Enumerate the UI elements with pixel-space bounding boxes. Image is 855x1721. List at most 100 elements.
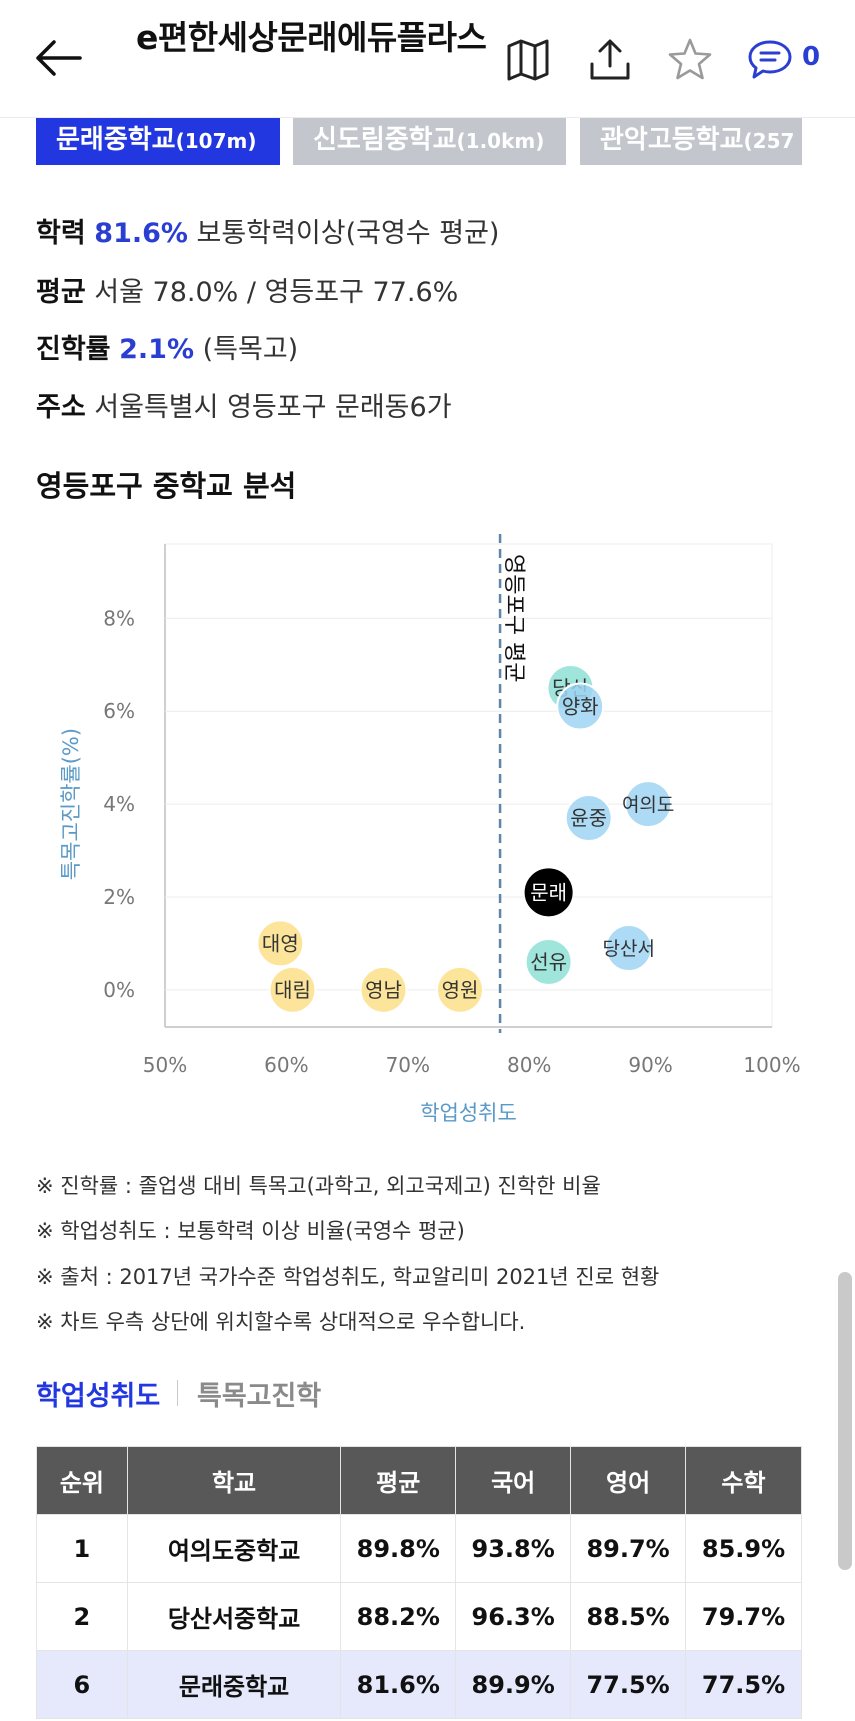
cell-rank: 2	[36, 1582, 128, 1651]
cell-math: 77.5%	[685, 1650, 802, 1719]
advance-desc: (특목고)	[202, 334, 299, 365]
star-icon[interactable]	[666, 36, 714, 84]
advance-value: 2.1%	[119, 334, 195, 365]
cell-english: 88.5%	[570, 1582, 687, 1651]
tab-divider	[177, 1380, 178, 1406]
cell-korean: 89.9%	[455, 1650, 572, 1719]
col-school: 학교	[126, 1446, 342, 1515]
share-icon[interactable]	[586, 36, 634, 84]
x-tick-label: 80%	[507, 1053, 551, 1077]
data-point-marker	[564, 794, 613, 843]
app-header: e편한세상문래에듀플라스 0	[0, 0, 855, 118]
x-tick-label: 100%	[743, 1053, 800, 1077]
info-key: 학력	[36, 218, 86, 249]
comment-icon[interactable]	[746, 36, 794, 84]
scrollbar[interactable]	[838, 1272, 852, 1570]
y-axis-label: 특목고진학률(%)	[59, 728, 83, 880]
data-point-label: 당산서	[603, 938, 655, 960]
data-point-label: 윤중	[570, 806, 607, 830]
school-tab-name: 관악고등학교	[600, 125, 744, 155]
note-chart-hint: ※ 차트 우측 상단에 위치할수록 상대적으로 우수합니다.	[36, 1310, 526, 1334]
plot-area	[164, 543, 773, 1028]
info-advance-rate: 진학률 2.1% (특목고)	[36, 327, 298, 366]
address-value: 서울특별시 영등포구 문래동6가	[94, 392, 452, 423]
table-header-row: 순위 학교 평균 국어 영어 수학	[36, 1446, 802, 1515]
scatter-chart: 0% 2% 4% 6% 8% 50% 60% 70% 80% 90% 100% 학업성취도 특목고진학률…	[59, 534, 801, 1125]
data-point-marker	[256, 919, 305, 968]
school-tab-munrae[interactable]: 문래중학교(107m)	[36, 118, 280, 165]
x-tick-label: 70%	[386, 1053, 430, 1077]
cell-rank: 6	[36, 1650, 128, 1719]
data-point-marker	[436, 965, 485, 1014]
school-tab-distance: (257	[743, 129, 795, 153]
cell-school: 여의도중학교	[126, 1514, 342, 1583]
school-tab-name: 신도림중학교	[313, 125, 457, 155]
x-tick-label: 50%	[143, 1053, 187, 1077]
y-tick-label: 6%	[103, 699, 135, 723]
school-tab-name: 문래중학교	[56, 125, 176, 155]
cell-math: 85.9%	[685, 1514, 802, 1583]
info-key: 주소	[36, 392, 86, 423]
x-tick-label: 60%	[264, 1053, 308, 1077]
data-point: 문래	[524, 868, 573, 917]
data-point: 대영	[256, 919, 305, 968]
reference-line-label: 영등포구 평균	[501, 554, 526, 682]
achievement-desc: 보통학력이상(국영수 평균)	[196, 218, 500, 249]
data-point: 선유	[524, 937, 573, 986]
col-rank: 순위	[36, 1446, 128, 1515]
cell-english: 77.5%	[570, 1650, 687, 1719]
data-point-marker	[556, 682, 605, 731]
data-point-label: 대림	[274, 978, 311, 1002]
data-point-marker	[524, 937, 573, 986]
cell-korean: 96.3%	[455, 1582, 572, 1651]
col-korean: 국어	[455, 1446, 572, 1515]
data-point: 윤중	[564, 794, 613, 843]
cell-korean: 93.8%	[455, 1514, 572, 1583]
cell-average: 81.6%	[340, 1650, 457, 1719]
section-title: 영등포구 중학교 분석	[36, 469, 297, 503]
cell-average: 88.2%	[340, 1582, 457, 1651]
school-tabs: 문래중학교(107m) 신도림중학교(1.0km) 관악고등학교(257	[0, 118, 855, 166]
data-point: 양화	[556, 682, 605, 731]
y-tick-label: 2%	[103, 885, 135, 909]
data-point-label: 영남	[365, 978, 402, 1002]
cell-school: 당산서중학교	[126, 1582, 342, 1651]
info-address: 주소 서울특별시 영등포구 문래동6가	[36, 385, 452, 424]
cell-math: 79.7%	[685, 1582, 802, 1651]
tab-achievement[interactable]: 학업성취도	[36, 1381, 161, 1412]
data-point-marker	[268, 965, 317, 1014]
y-tick-label: 0%	[103, 978, 135, 1002]
data-point-marker	[524, 868, 573, 917]
achievement-value: 81.6%	[94, 218, 188, 249]
col-average: 평균	[340, 1446, 457, 1515]
map-icon[interactable]	[504, 36, 552, 84]
data-point-marker	[624, 780, 673, 829]
info-key: 진학률	[36, 334, 111, 365]
school-tab-distance: (107m)	[175, 129, 257, 153]
table-row-highlighted[interactable]: 6 문래중학교 81.6% 89.9% 77.5% 77.5%	[36, 1650, 802, 1719]
data-point-label: 대영	[262, 931, 299, 955]
col-math: 수학	[685, 1446, 802, 1515]
school-tab-sindorim[interactable]: 신도림중학교(1.0km)	[293, 118, 566, 165]
info-average: 평균 서울 78.0% / 영등포구 77.6%	[36, 270, 458, 309]
school-tab-gwanak[interactable]: 관악고등학교(257	[580, 118, 802, 165]
cell-school: 문래중학교	[126, 1650, 342, 1719]
info-achievement: 학력 81.6% 보통학력이상(국영수 평균)	[36, 211, 499, 250]
note-source: ※ 출처 : 2017년 국가수준 학업성취도, 학교알리미 2021년 진로 …	[36, 1265, 660, 1289]
tab-special-high[interactable]: 특목고진학	[197, 1381, 322, 1412]
cell-average: 89.8%	[340, 1514, 457, 1583]
table-row[interactable]: 2 당산서중학교 88.2% 96.3% 88.5% 79.7%	[36, 1582, 802, 1651]
comment-count: 0	[802, 42, 821, 72]
data-point: 대림	[268, 965, 317, 1014]
info-key: 평균	[36, 277, 86, 308]
col-english: 영어	[570, 1446, 687, 1515]
data-point: 당산서	[603, 924, 655, 973]
note-achievement: ※ 학업성취도 : 보통학력 이상 비율(국영수 평균)	[36, 1219, 465, 1243]
y-tick-label: 8%	[103, 606, 135, 630]
data-point-label: 영원	[442, 978, 479, 1002]
data-point-marker	[359, 965, 408, 1014]
data-point-label: 여의도	[622, 794, 674, 816]
back-arrow-icon[interactable]	[30, 36, 86, 80]
table-row[interactable]: 1 여의도중학교 89.8% 93.8% 89.7% 85.9%	[36, 1514, 802, 1583]
data-point: 영원	[436, 965, 485, 1014]
